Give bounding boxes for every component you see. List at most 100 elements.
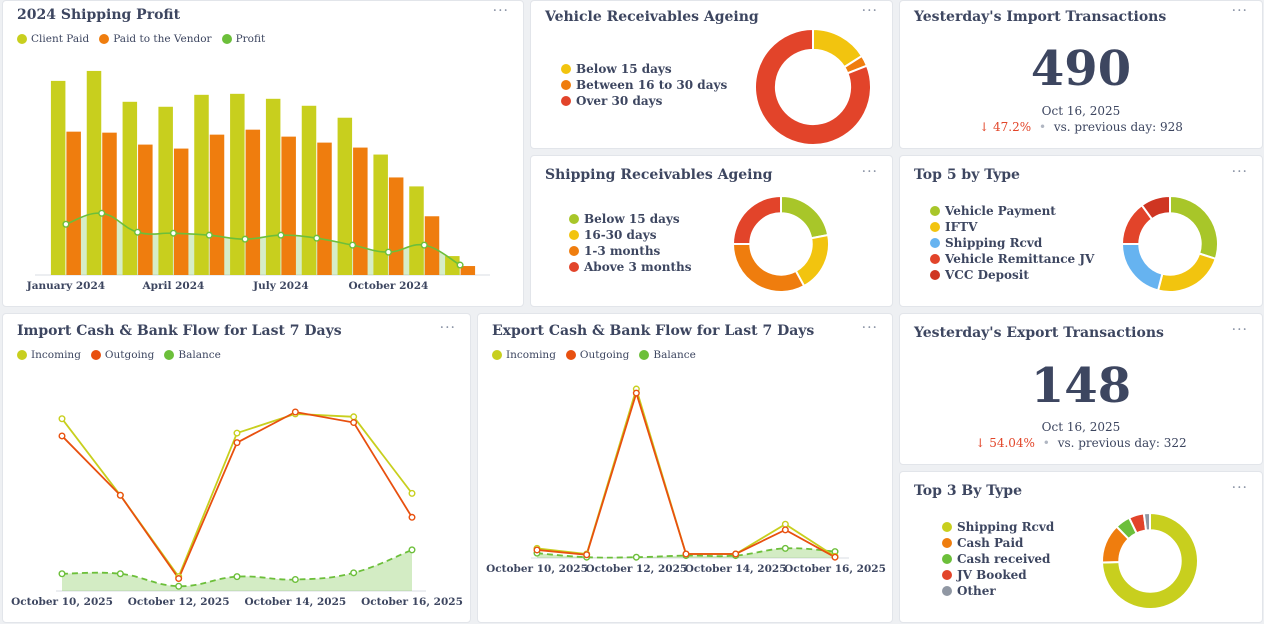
data-point[interactable] [233,439,241,447]
bar-client-paid[interactable] [337,117,353,275]
data-point[interactable] [291,408,299,416]
data-point[interactable] [831,553,839,561]
legend-item[interactable]: Client Paid [17,33,89,45]
legend-item[interactable]: Outgoing [565,349,629,361]
bar-client-paid[interactable] [158,106,173,275]
data-point[interactable] [116,570,124,578]
legend-item[interactable]: Between 16 to 30 days [561,77,727,93]
bar-paid-vendor[interactable] [281,136,296,275]
bar-client-paid[interactable] [50,80,66,276]
profit-point[interactable] [205,231,213,239]
donut-slice[interactable] [1156,252,1217,293]
donut-slice[interactable] [1140,194,1171,221]
donut-slice[interactable] [1120,243,1164,292]
data-point[interactable] [781,520,789,528]
bar-client-paid[interactable] [86,70,102,275]
bar-client-paid[interactable] [301,105,317,275]
data-point[interactable] [291,576,299,584]
more-options-icon[interactable]: ··· [861,164,878,180]
legend-item[interactable]: JV Booked [942,567,1054,583]
legend-item[interactable]: Balance [164,349,221,361]
more-options-icon[interactable]: ··· [492,3,509,19]
bar-paid-vendor[interactable] [424,216,440,275]
bar-client-paid[interactable] [265,98,281,276]
data-point[interactable] [58,570,66,578]
legend-item[interactable]: IFTV [930,219,1094,235]
bar-paid-vendor[interactable] [173,148,189,275]
legend-item[interactable]: Balance [639,349,696,361]
bar-paid-vendor[interactable] [209,134,225,275]
data-point[interactable] [781,544,789,552]
data-point[interactable] [408,513,416,521]
legend-item[interactable]: Over 30 days [561,93,727,109]
legend-item[interactable]: Incoming [492,349,556,361]
profit-point[interactable] [456,261,464,269]
data-point[interactable] [583,551,591,559]
data-point[interactable] [408,546,416,554]
legend-item[interactable]: Profit [221,33,265,45]
data-point[interactable] [408,489,416,497]
legend-item[interactable]: Above 3 months [569,259,691,275]
legend-item[interactable]: Outgoing [90,349,154,361]
profit-point[interactable] [98,209,106,217]
legend-item[interactable]: Vehicle Payment [930,203,1094,219]
more-options-icon[interactable]: ··· [1231,3,1248,19]
donut-slice[interactable] [754,27,872,146]
more-options-icon[interactable]: ··· [439,320,456,336]
legend-item[interactable]: Below 15 days [561,61,727,77]
legend-item[interactable]: Paid to the Vendor [99,33,212,45]
bar-paid-vendor[interactable] [138,144,153,275]
data-point[interactable] [233,573,241,581]
bar-paid-vendor[interactable] [102,132,117,275]
profit-point[interactable] [241,235,249,243]
donut-slice[interactable] [731,243,806,293]
bar-client-paid[interactable] [445,256,460,275]
data-point[interactable] [632,553,640,561]
legend-item[interactable]: 16-30 days [569,227,691,243]
profit-point[interactable] [62,220,70,228]
data-point[interactable] [116,491,124,499]
legend-item[interactable]: VCC Deposit [930,267,1094,283]
legend-item[interactable]: Below 15 days [569,211,691,227]
more-options-icon[interactable]: ··· [1231,480,1248,496]
data-point[interactable] [533,546,541,554]
donut-slice[interactable] [1100,511,1199,610]
data-point[interactable] [175,582,183,590]
legend-item[interactable]: Vehicle Remittance JV [930,251,1094,267]
legend-item[interactable]: Cash Paid [942,535,1054,551]
legend-item[interactable]: Cash received [942,551,1054,567]
donut-slice[interactable] [731,194,782,245]
data-point[interactable] [350,569,358,577]
profit-point[interactable] [134,228,142,236]
bar-client-paid[interactable] [409,186,424,275]
legend-item[interactable]: Incoming [17,349,81,361]
data-point[interactable] [781,526,789,534]
more-options-icon[interactable]: ··· [1231,164,1248,180]
data-point[interactable] [682,550,690,558]
bar-client-paid[interactable] [122,101,138,275]
more-options-icon[interactable]: ··· [1231,322,1248,338]
donut-slice[interactable] [1169,194,1219,261]
data-point[interactable] [175,575,183,583]
data-point[interactable] [233,429,241,437]
profit-point[interactable] [384,248,392,256]
bar-paid-vendor[interactable] [460,266,476,275]
profit-point[interactable] [349,241,357,249]
profit-point[interactable] [420,241,428,249]
profit-point[interactable] [313,234,321,242]
legend-item[interactable]: Shipping Rcvd [930,235,1094,251]
data-point[interactable] [350,419,358,427]
bar-paid-vendor[interactable] [245,129,261,275]
data-point[interactable] [632,389,640,397]
profit-point[interactable] [277,231,285,239]
bar-paid-vendor[interactable] [66,131,81,275]
data-point[interactable] [350,413,358,421]
legend-item[interactable]: Other [942,583,1054,599]
bar-client-paid[interactable] [230,93,245,275]
bar-paid-vendor[interactable] [388,177,404,275]
more-options-icon[interactable]: ··· [861,320,878,336]
legend-item[interactable]: Shipping Rcvd [942,519,1054,535]
bar-paid-vendor[interactable] [317,142,332,275]
profit-point[interactable] [169,229,177,237]
donut-slice[interactable] [1142,511,1151,532]
